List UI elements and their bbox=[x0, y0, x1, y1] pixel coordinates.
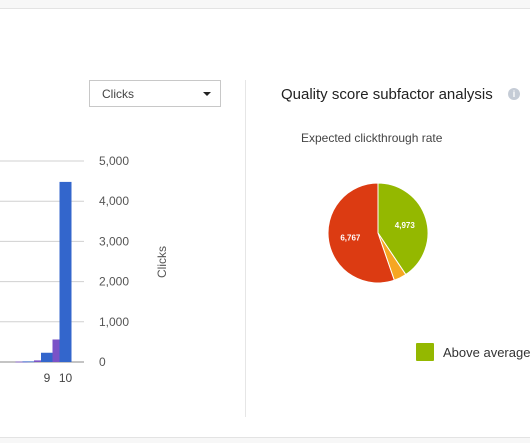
info-icon[interactable]: i bbox=[508, 88, 520, 100]
pie-slice-label: 6,767 bbox=[340, 234, 361, 243]
pie-slice-label: 4,973 bbox=[395, 221, 416, 230]
quality-score-title: Quality score subfactor analysis bbox=[281, 86, 493, 103]
pie-slice[interactable] bbox=[327, 182, 395, 284]
y-tick-label: 0 bbox=[99, 355, 106, 369]
clicks-bar-chart: Clicks 0 1,000 2,000 3,000 4,000 5,000 9 10 bbox=[0, 154, 169, 385]
y-tick-label: 4,000 bbox=[99, 194, 129, 208]
legend-label-above-average: Above average bbox=[443, 345, 530, 360]
bar[interactable] bbox=[22, 361, 35, 363]
section-divider bbox=[245, 80, 246, 417]
y-tick-label: 5,000 bbox=[99, 154, 129, 168]
report-card bbox=[0, 8, 530, 438]
metric-dropdown-value: Clicks bbox=[102, 87, 134, 101]
subfactor-label: Expected clickthrough rate bbox=[301, 131, 443, 145]
bar[interactable] bbox=[41, 352, 53, 362]
y-axis-title: Clicks bbox=[155, 246, 169, 278]
bar[interactable] bbox=[59, 181, 72, 362]
metric-dropdown[interactable]: Clicks bbox=[89, 80, 221, 107]
bar[interactable] bbox=[15, 361, 28, 363]
x-tick-label: 10 bbox=[59, 371, 73, 385]
chevron-down-icon bbox=[203, 92, 211, 96]
legend-swatch-above-average bbox=[416, 343, 434, 361]
y-tick-label: 2,000 bbox=[99, 275, 129, 289]
x-tick-label: 9 bbox=[44, 371, 51, 385]
bar[interactable] bbox=[34, 360, 46, 362]
y-tick-label: 1,000 bbox=[99, 315, 129, 329]
y-tick-label: 3,000 bbox=[99, 234, 129, 248]
ctr-pie-chart: 4,973 6,767 bbox=[327, 182, 429, 284]
